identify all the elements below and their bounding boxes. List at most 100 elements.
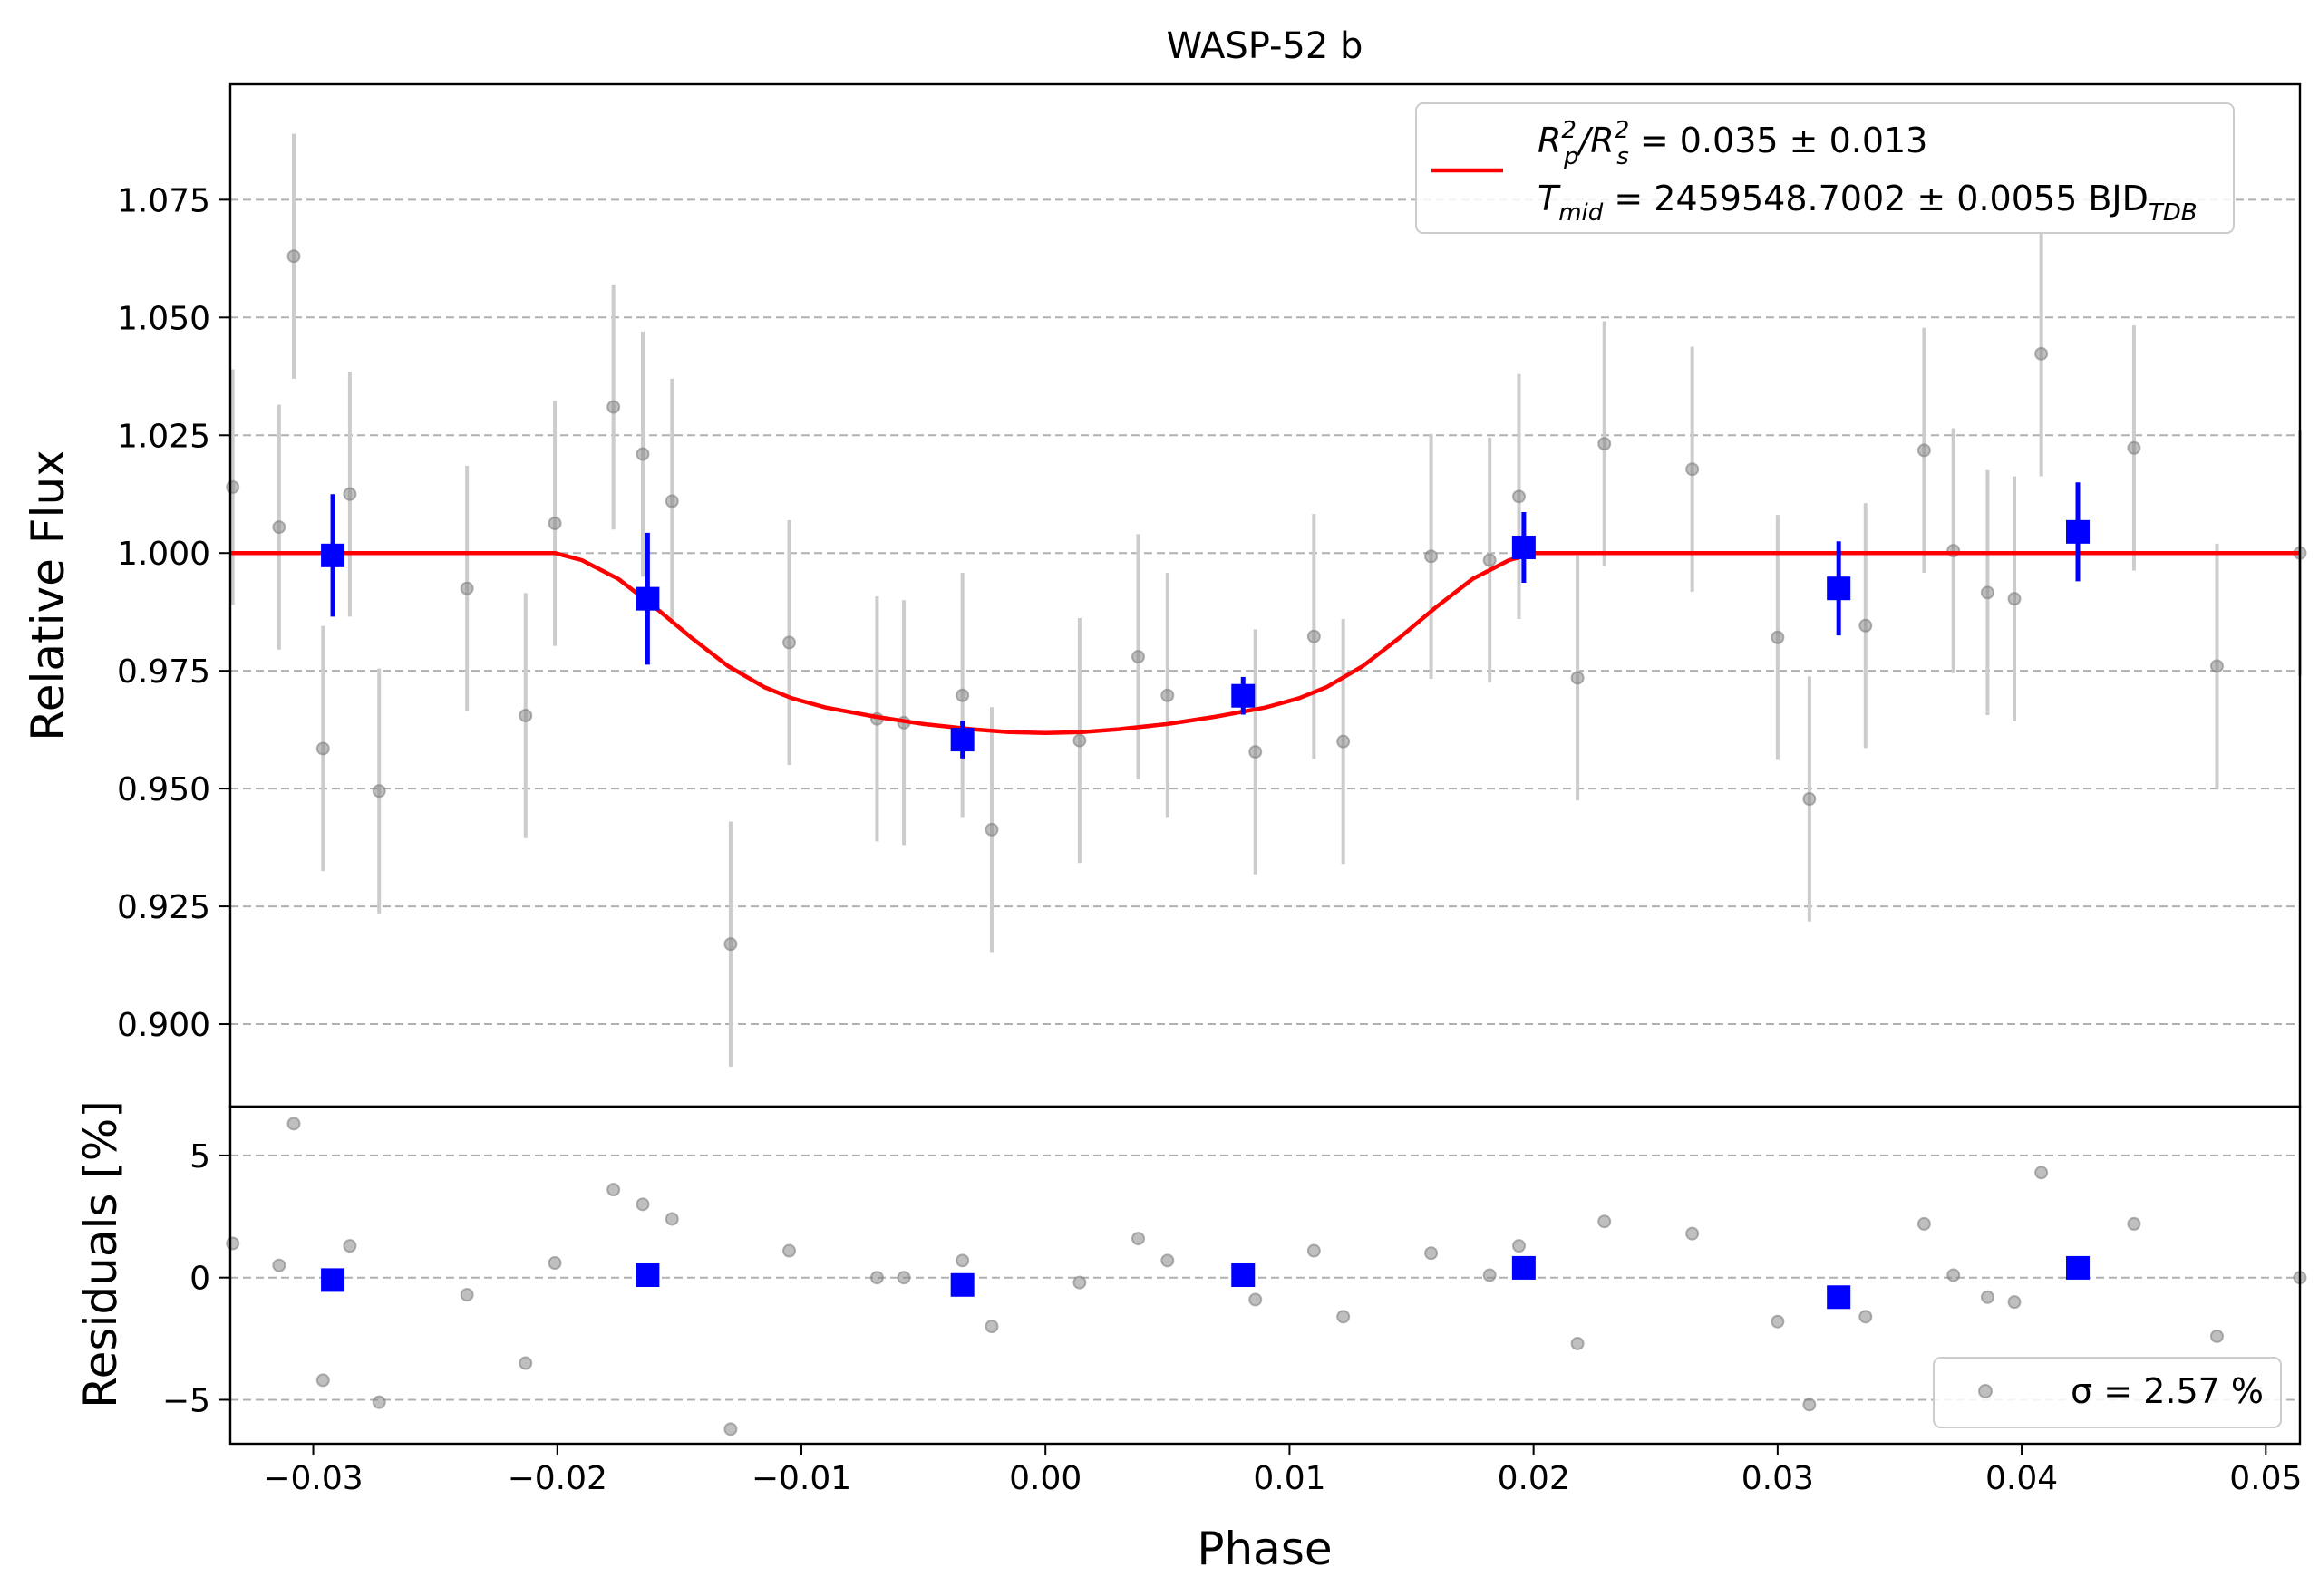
raw-data-point [636,447,650,461]
x-axis-label: Phase [1197,1523,1332,1575]
residuals-grid [230,1154,2300,1401]
legend-sigma-label: σ = 2.57 % [2071,1371,2264,1411]
raw-data-point [548,516,562,530]
binned-data-point [2066,519,2091,544]
main-ylabel: Relative Flux [22,450,74,740]
raw-data-point [1336,734,1351,749]
residual-raw-point [286,1117,301,1131]
residual-raw-point [956,1253,970,1268]
residuals-raw-series [226,1117,2307,1436]
residuals-legend-box [1933,1357,2282,1428]
residual-binned-point [636,1263,660,1287]
raw-data-point [315,741,330,756]
legend-depth-label: R2 p/R2 s = 0.035 ± 0.013 [1538,117,1927,170]
residual-raw-point [869,1271,884,1285]
residual-raw-point [1424,1246,1439,1261]
raw-data-point [723,937,738,952]
main-ytick-label: 0.975 [117,653,210,691]
raw-data-point [1511,489,1526,504]
residual-raw-point [2034,1166,2049,1180]
residual-raw-point [548,1256,562,1271]
main-panel: 0.900 0.925 0.950 0.975 1.000 1.025 1.050 1.075… [22,25,2307,1108]
raw-data-point [343,487,357,501]
raw-data-point [1131,650,1146,664]
x-tick-label: −0.02 [508,1460,607,1497]
residual-raw-point [1482,1268,1497,1282]
main-legend-box [1415,102,2235,234]
residuals-xticks: −0.03 −0.02 −0.01 0.00 0.01 0.02 0.03 0.04 0.05 [263,1444,2302,1497]
raw-data-point [956,688,970,702]
x-tick-label: 0.05 [2229,1460,2302,1497]
residual-raw-point [1946,1268,1961,1282]
residuals-frame [228,1105,2302,1446]
residual-raw-point [1248,1292,1263,1307]
legend-residual-marker [1978,1384,1993,1398]
binned-data-point [636,586,660,611]
residual-raw-point [1802,1398,1817,1412]
residual-raw-point [1916,1216,1931,1231]
raw-data-point [372,784,386,798]
residual-raw-point [1597,1214,1612,1229]
residual-binned-point [321,1268,345,1292]
residual-raw-point [1131,1232,1146,1246]
raw-data-point [226,479,240,494]
residual-raw-point [1072,1275,1087,1290]
residual-raw-point [1858,1310,1873,1324]
residuals-yticks: −5 0 5 [162,1138,230,1419]
residual-raw-point [519,1356,533,1370]
x-tick-label: 0.04 [1985,1460,2058,1497]
residual-raw-point [897,1271,911,1285]
residuals-ytick-label: 0 [189,1261,210,1298]
residual-raw-point [460,1288,474,1302]
raw-data-point [286,249,301,264]
residual-raw-point [1771,1314,1785,1329]
residual-raw-point [2127,1216,2141,1231]
residual-raw-point [272,1258,286,1272]
main-legend: R2 p/R2 s = 0.035 ± 0.013 Tmid = 2459548.7… [1415,102,2235,234]
raw-data-point [1248,745,1263,759]
residual-raw-point [665,1212,679,1226]
binned-data-point [1827,576,1851,601]
residual-raw-point [343,1239,357,1253]
residuals-binned-series [321,1255,2091,1310]
residual-raw-point [723,1422,738,1436]
raw-data-point [2209,659,2224,673]
residual-binned-point [2066,1255,2091,1280]
raw-data-point [782,635,797,650]
raw-data-point [1160,688,1175,702]
binned-data-point [321,543,345,567]
raw-data-point [519,709,533,723]
main-yticks: 0.900 0.925 0.950 0.975 1.000 1.025 1.050 1.075 [117,182,230,1044]
legend-tmid-label: Tmid = 2459548.7002 ± 0.0055 BJDTDB [1538,179,2198,227]
residual-raw-point [226,1236,240,1251]
residual-raw-point [1570,1336,1585,1350]
raw-data-point [1916,443,1931,458]
raw-data-point [1306,629,1321,643]
transit-model-line [230,550,2300,736]
x-tick-label: −0.03 [263,1460,363,1497]
main-ytick-label: 0.925 [117,889,210,926]
raw-data-point [1858,618,1873,633]
residual-raw-point [372,1395,386,1409]
raw-data-point [1482,553,1497,567]
residual-raw-point [2209,1329,2224,1343]
residual-binned-point [1827,1285,1851,1310]
x-tick-label: 0.03 [1742,1460,1814,1497]
main-ytick-label: 1.000 [117,536,210,573]
residual-binned-point [1231,1263,1256,1287]
raw-data-point [1685,462,1700,477]
residual-raw-point [606,1183,621,1197]
raw-data-point [460,581,474,595]
residual-raw-point [1980,1290,1994,1304]
residuals-legend: σ = 2.57 % [1933,1357,2282,1428]
x-tick-label: 0.02 [1498,1460,1570,1497]
raw-data-point [985,822,999,837]
raw-data-point [1597,437,1612,451]
raw-data-point [1570,671,1585,685]
raw-data-point [1771,630,1785,644]
residual-raw-point [1685,1226,1700,1241]
main-ytick-label: 1.075 [117,182,210,219]
main-model-series [230,550,2300,736]
main-ytick-label: 1.025 [117,418,210,455]
